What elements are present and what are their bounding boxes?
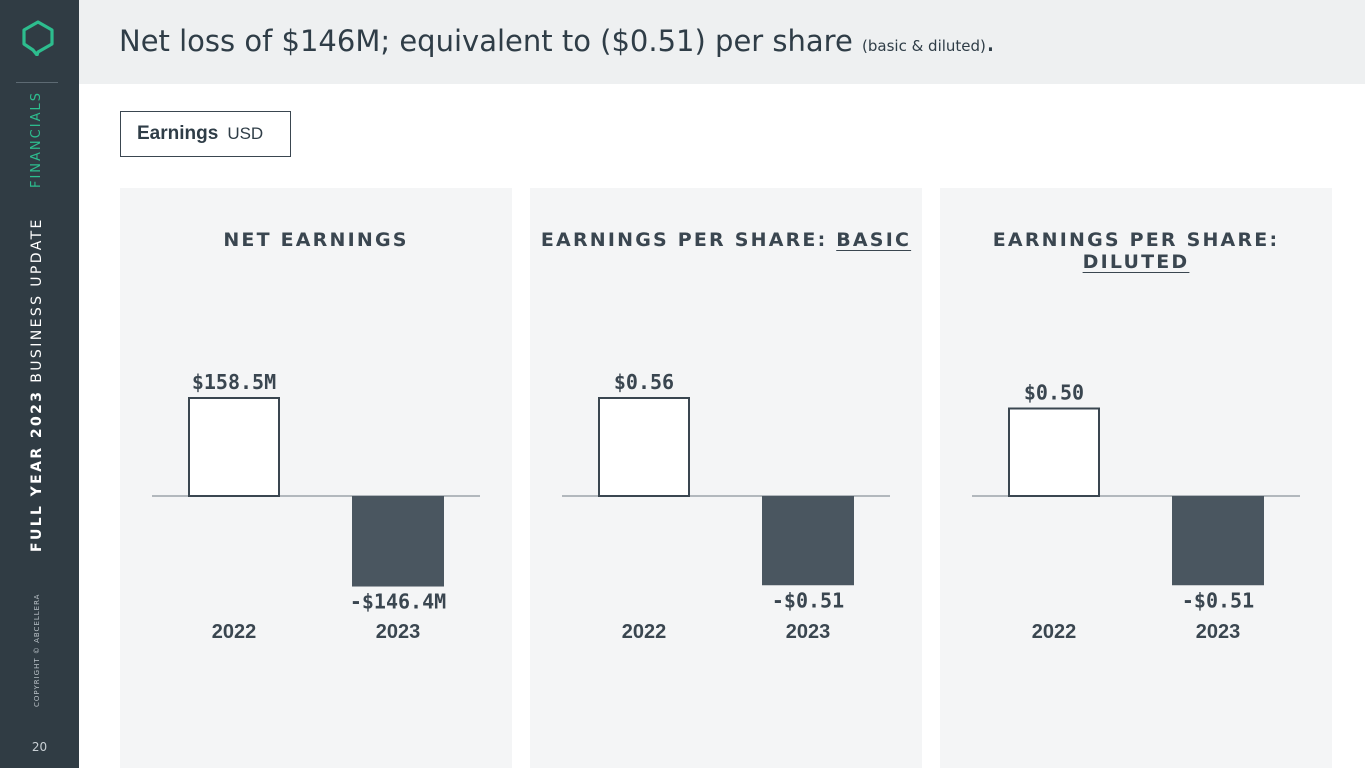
chart-title-net-earnings: NET EARNINGS: [120, 229, 512, 251]
data-label-2022: $158.5M: [192, 370, 276, 394]
bar-2023: [352, 496, 444, 587]
category-label-2022: 2022: [212, 621, 257, 643]
data-label-2023: -$146.4M: [350, 590, 446, 614]
data-label-2023: -$0.51: [1182, 588, 1254, 612]
bar-2022: [598, 397, 690, 497]
bar-2022: [1008, 407, 1100, 497]
page-title: Net loss of $146M; equivalent to ($0.51)…: [119, 24, 995, 58]
chart-title-main: EARNINGS PER SHARE:: [992, 229, 1280, 251]
unit-label-bold: Earnings: [137, 123, 219, 144]
category-label-2022: 2022: [1032, 621, 1077, 643]
chart-title-underlined: BASIC: [836, 229, 912, 251]
headline-end: .: [985, 24, 996, 58]
chart-title-main: EARNINGS PER SHARE:: [540, 229, 837, 251]
chart-panel-net-earnings: [120, 188, 512, 768]
chart-panel-eps-diluted: [940, 188, 1332, 768]
chart-title-eps-basic: EARNINGS PER SHARE: BASIC: [530, 229, 922, 251]
page-number: 20: [31, 740, 48, 754]
logo-divider: [16, 82, 58, 83]
data-label-2023: -$0.51: [772, 588, 844, 612]
bar-2022: [188, 397, 280, 497]
category-label-2022: 2022: [622, 621, 667, 643]
headline-note: (basic & diluted): [862, 37, 986, 55]
chart-title-main: NET EARNINGS: [223, 229, 409, 251]
chart-title-eps-diluted: EARNINGS PER SHARE: DILUTED: [940, 229, 1332, 273]
header-band: Net loss of $146M; equivalent to ($0.51)…: [79, 0, 1365, 84]
data-label-2022: $0.50: [1024, 381, 1084, 405]
category-label-2023: 2023: [786, 621, 831, 643]
sidebar: FINANCIALS FULL YEAR 2023 BUSINESS UPDAT…: [0, 0, 79, 768]
bar-2023: [762, 496, 854, 586]
chart-title-underlined: DILUTED: [1082, 251, 1190, 273]
category-label-2023: 2023: [376, 621, 421, 643]
category-label-2023: 2023: [1196, 621, 1241, 643]
headline-main: Net loss of $146M; equivalent to ($0.51)…: [119, 24, 863, 58]
data-label-2022: $0.56: [614, 370, 674, 394]
earnings-unit-label: Earnings USD: [120, 111, 291, 157]
abcellera-logo-icon: [22, 20, 54, 56]
chart-panel-eps-basic: [530, 188, 922, 768]
unit-label-currency: USD: [227, 124, 264, 143]
bar-2023: [1172, 496, 1264, 586]
